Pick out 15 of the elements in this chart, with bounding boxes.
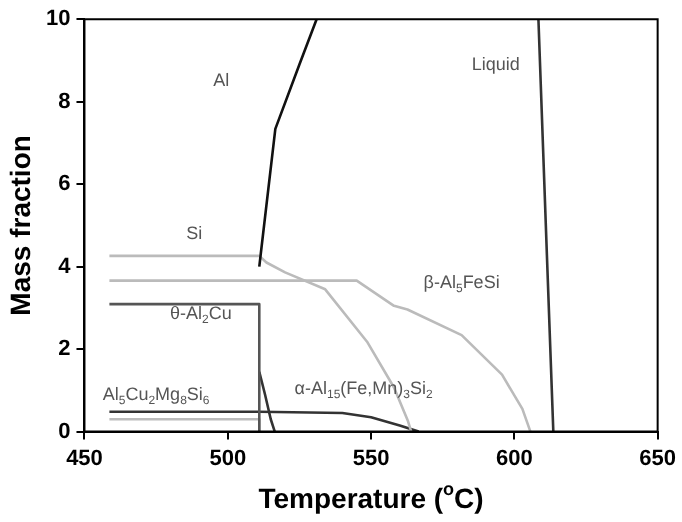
y-tick-label: 8 xyxy=(58,89,71,114)
x-tick-label: 450 xyxy=(66,446,103,471)
y-tick-label: 2 xyxy=(58,337,71,362)
x-tick-label: 500 xyxy=(209,446,247,471)
y-tick-label: 6 xyxy=(58,172,71,197)
y-tick-label: 0 xyxy=(58,419,71,444)
x-tick-label: 550 xyxy=(352,446,390,471)
x-tick-label: 600 xyxy=(495,446,533,471)
annotation: Al xyxy=(213,70,230,91)
annotation: Si xyxy=(186,222,203,243)
y-tick-label: 10 xyxy=(45,7,71,32)
x-tick-label: 650 xyxy=(639,446,677,471)
y-tick-label: 4 xyxy=(58,254,73,279)
annotation: Liquid xyxy=(471,53,520,74)
y-axis-title: Mass fraction xyxy=(3,135,36,316)
